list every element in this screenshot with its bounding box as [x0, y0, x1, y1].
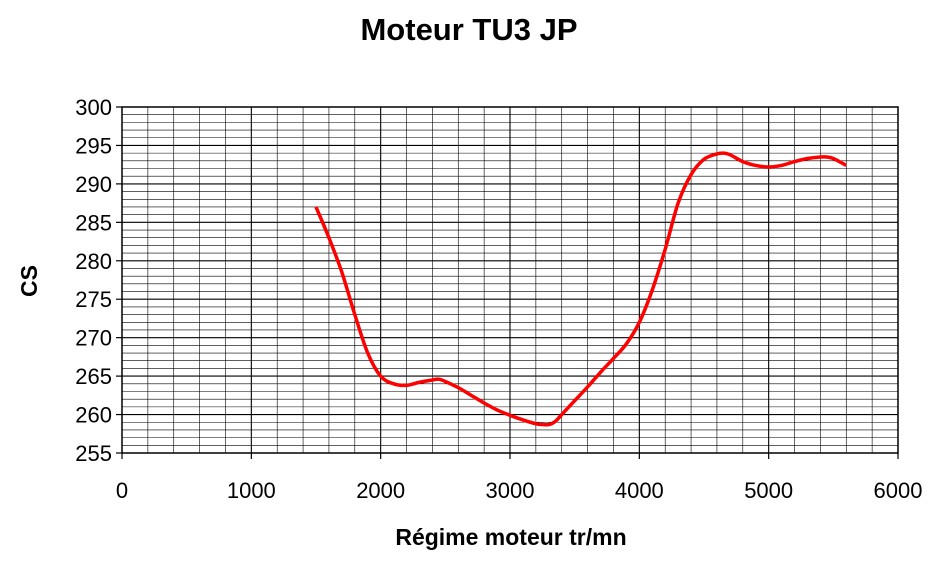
major-grid [122, 107, 898, 453]
y-tick-label: 275 [75, 287, 112, 312]
chart-title: Moteur TU3 JP [360, 12, 577, 47]
y-tick-label: 255 [75, 441, 112, 466]
x-tick-label: 4000 [615, 478, 664, 503]
x-tick-label: 0 [116, 478, 128, 503]
y-tick-label: 295 [75, 133, 112, 158]
y-tick-label: 290 [75, 172, 112, 197]
x-tick-label: 2000 [356, 478, 405, 503]
y-tick-label: 285 [75, 210, 112, 235]
x-axis-tick-labels: 0 1000 2000 3000 4000 5000 6000 [116, 478, 923, 503]
y-tick-label: 270 [75, 326, 112, 351]
y-tick-label: 280 [75, 249, 112, 274]
x-tick-label: 5000 [744, 478, 793, 503]
x-tick-label: 3000 [486, 478, 535, 503]
series-layer [314, 151, 848, 427]
y-axis-label: CS [16, 265, 42, 297]
x-axis-label: Régime moteur tr/mn [395, 524, 626, 550]
y-tick-label: 265 [75, 364, 112, 389]
x-tick-label: 1000 [227, 478, 276, 503]
series-line [314, 151, 848, 427]
x-tick-label: 6000 [874, 478, 923, 503]
y-tick-label: 300 [75, 95, 112, 120]
axis-ticks [116, 106, 899, 459]
y-axis-tick-labels: 255 260 265 270 275 280 285 290 295 300 [75, 95, 112, 466]
y-tick-label: 260 [75, 403, 112, 428]
